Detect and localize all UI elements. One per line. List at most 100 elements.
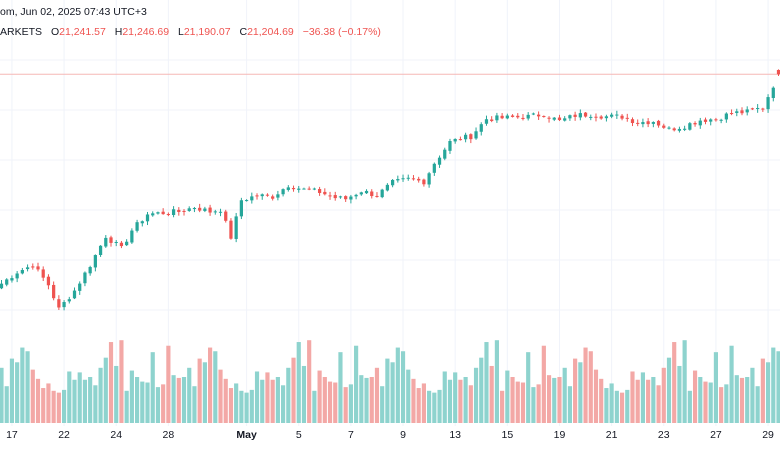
volume-bar [228, 388, 234, 423]
volume-bar [93, 385, 98, 423]
volume-bar [677, 365, 682, 423]
candle [177, 207, 181, 216]
candle-body [31, 266, 35, 268]
volume-bar [114, 365, 119, 423]
candle-body [437, 157, 442, 165]
candle-body [182, 210, 186, 212]
x-tick-label: 27 [710, 429, 722, 441]
candle-body [469, 134, 473, 140]
volume-bar [218, 369, 223, 423]
x-tick-label: 21 [606, 429, 618, 441]
candle-body [203, 208, 207, 211]
volume-bar [354, 345, 359, 423]
candle-body [380, 189, 384, 198]
candle [589, 114, 593, 121]
candle [41, 266, 45, 281]
candle-body [98, 245, 103, 255]
volume-bar [536, 384, 541, 423]
candle [213, 209, 217, 215]
candle [323, 188, 327, 196]
candle [88, 265, 92, 276]
candle [104, 235, 108, 248]
volume-bar [364, 377, 369, 423]
volume-bar [510, 377, 515, 423]
candle-body [401, 178, 405, 180]
volume-bar [254, 371, 260, 423]
candle [625, 113, 629, 122]
grid [0, 0, 780, 426]
candle-body [453, 138, 457, 142]
candle [547, 116, 551, 123]
volume-bar [374, 367, 380, 423]
candle [250, 192, 254, 204]
candle-body [479, 124, 483, 132]
candle-body [729, 113, 734, 115]
candle-body [610, 114, 614, 117]
candle [406, 174, 410, 181]
candle [135, 219, 139, 233]
candle [552, 117, 556, 122]
volume-bar [327, 381, 333, 423]
candle-body [62, 302, 66, 308]
low-label: L [177, 26, 184, 38]
candle-body [239, 200, 243, 217]
x-tick-label: 15 [501, 429, 513, 441]
volume-bar [724, 384, 729, 423]
volume-bar [35, 378, 41, 423]
volume-bar [437, 389, 442, 423]
volume-bar [161, 384, 166, 423]
volume-bar [656, 385, 661, 423]
volume-bar [520, 382, 526, 423]
volume-bar [197, 358, 202, 423]
candle-body [750, 108, 755, 110]
volume-bar [421, 383, 426, 423]
volume-bar [619, 392, 625, 423]
candle-body [88, 267, 92, 274]
candle [333, 191, 337, 201]
volume-bar [599, 378, 604, 423]
volume-bar [72, 379, 77, 423]
candle-body [537, 114, 541, 117]
candle-body [297, 188, 301, 190]
candle [578, 109, 582, 121]
volume-bar [614, 390, 619, 423]
candle-body [500, 115, 504, 119]
volume-bar [687, 390, 692, 423]
candle [683, 125, 687, 132]
candle [57, 295, 61, 310]
candle-body [490, 119, 494, 121]
candle [740, 107, 744, 116]
volume-bar [4, 386, 9, 423]
candle [208, 204, 212, 216]
volume-bar [479, 357, 484, 423]
volume-bar [41, 388, 46, 423]
candle [187, 206, 191, 212]
candle-body [78, 283, 82, 291]
volume-bar [260, 379, 265, 423]
candle [505, 113, 509, 120]
candle-body [234, 216, 238, 239]
candle-body [5, 279, 9, 285]
candle-body [114, 241, 118, 243]
volume-bar [239, 390, 244, 423]
candle [662, 123, 666, 129]
volume-bar [604, 388, 609, 423]
candle-body [651, 122, 655, 124]
volume-bar [56, 392, 61, 423]
volume-bar [312, 390, 317, 423]
candle-body [636, 122, 640, 124]
candle [140, 220, 144, 227]
candle [390, 179, 395, 188]
volume-bar [98, 367, 103, 423]
candle [594, 113, 598, 122]
volume-bar [427, 390, 432, 423]
candle [484, 115, 489, 126]
candle-body [740, 110, 744, 114]
candle-body [641, 122, 645, 125]
candle [67, 296, 71, 304]
volume-bar [171, 375, 176, 423]
candle [474, 127, 478, 140]
candle-body [171, 209, 176, 215]
candle [114, 240, 118, 247]
volume-bar [244, 392, 249, 423]
